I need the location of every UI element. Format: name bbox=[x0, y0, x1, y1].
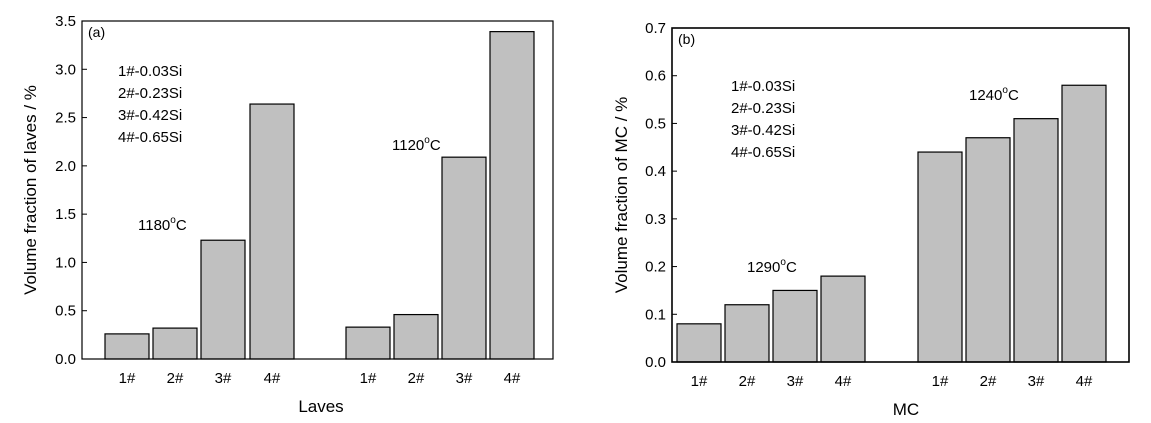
bar-1180-1n bbox=[104, 333, 150, 360]
x-axis-title: Laves bbox=[298, 397, 343, 416]
x-tick-label: 3# bbox=[456, 370, 473, 387]
bar-1120-4n bbox=[489, 31, 535, 360]
bar-1180-3n bbox=[200, 239, 246, 360]
x-tick-label: 4# bbox=[264, 370, 281, 387]
x-axis-title: MC bbox=[893, 400, 919, 419]
y-tick-label: 1.0 bbox=[55, 254, 76, 271]
x-tick-label: 2# bbox=[408, 370, 425, 387]
x-tick-label: 2# bbox=[167, 370, 184, 387]
bar-1290-1n bbox=[676, 323, 722, 363]
y-tick-label: 3.0 bbox=[55, 61, 76, 78]
bar-1240-4n bbox=[1061, 84, 1107, 363]
y-tick-label: 0.1 bbox=[645, 306, 666, 323]
y-tick-label: 2.0 bbox=[55, 158, 76, 175]
bar-1180-4n bbox=[249, 103, 295, 360]
legend-entry: 3#-0.42Si bbox=[731, 122, 795, 139]
chart-panel-b: 1# 2# 3# 4# 1290oC 1# 2# 3# 4# 1240oC 0.0 0.1 0.2 0.3… bbox=[612, 20, 1130, 419]
x-tick-label: 3# bbox=[215, 370, 232, 387]
panel-label: (a) bbox=[88, 24, 105, 40]
legend-entry: 2#-0.23Si bbox=[731, 100, 795, 117]
panel-label: (b) bbox=[678, 31, 695, 47]
temperature-label: 1120oC bbox=[392, 135, 441, 154]
y-tick-label: 1.5 bbox=[55, 206, 76, 223]
x-tick-label: 2# bbox=[980, 373, 997, 390]
bar-1290-3n bbox=[772, 289, 818, 363]
bar-1290-2n bbox=[724, 304, 770, 363]
x-tick-label: 3# bbox=[1028, 373, 1045, 390]
y-tick-label: 0.3 bbox=[645, 211, 666, 228]
bar-1120-2n bbox=[393, 313, 439, 360]
y-tick-label: 0.2 bbox=[645, 259, 666, 276]
bar-1290-4n bbox=[820, 275, 866, 363]
legend-entry: 2#-0.23Si bbox=[118, 85, 182, 102]
y-tick-label: 0.5 bbox=[645, 115, 666, 132]
temperature-label: 1240oC bbox=[969, 85, 1019, 104]
y-tick-label: 0.4 bbox=[645, 163, 666, 180]
y-tick-label: 0.0 bbox=[55, 351, 76, 368]
y-tick-label: 0.7 bbox=[645, 20, 666, 37]
y-tick-label: 0.6 bbox=[645, 68, 666, 85]
legend-entry: 1#-0.03Si bbox=[118, 63, 182, 80]
y-tick-label: 0.0 bbox=[645, 354, 666, 371]
temperature-label: 1180oC bbox=[138, 215, 187, 234]
x-tick-label: 1# bbox=[119, 370, 136, 387]
bar-1240-1n bbox=[917, 151, 963, 363]
y-tick-label: 2.5 bbox=[55, 110, 76, 127]
y-axis-title: Volume fraction of laves / % bbox=[21, 85, 40, 295]
plot-frame bbox=[81, 20, 554, 360]
x-tick-label: 4# bbox=[504, 370, 521, 387]
x-tick-label: 4# bbox=[1076, 373, 1093, 390]
plot-frame bbox=[671, 27, 1130, 363]
bar-1120-1n bbox=[345, 326, 391, 360]
x-tick-label: 1# bbox=[691, 373, 708, 390]
y-axis-title: Volume fraction of MC / % bbox=[612, 97, 631, 294]
temperature-label: 1290oC bbox=[747, 257, 797, 276]
y-tick-label: 3.5 bbox=[55, 13, 76, 30]
x-tick-label: 2# bbox=[739, 373, 756, 390]
legend-entry: 4#-0.65Si bbox=[118, 129, 182, 146]
x-tick-label: 4# bbox=[835, 373, 852, 390]
bar-1180-2n bbox=[152, 327, 198, 360]
x-tick-label: 3# bbox=[787, 373, 804, 390]
bar-1240-3n bbox=[1013, 118, 1059, 363]
legend-entry: 4#-0.65Si bbox=[731, 144, 795, 161]
legend-entry: 1#-0.03Si bbox=[731, 78, 795, 95]
chart-panel-a: 1# 2# 3# 4# 1180oC 1# 2# 3# 4# 1120oC 0.0 0.5 1.0 1.5… bbox=[21, 13, 554, 416]
x-tick-label: 1# bbox=[932, 373, 949, 390]
legend-entry: 3#-0.42Si bbox=[118, 107, 182, 124]
bar-1240-2n bbox=[965, 137, 1011, 363]
bar-1120-3n bbox=[441, 156, 487, 360]
y-tick-label: 0.5 bbox=[55, 303, 76, 320]
x-tick-label: 1# bbox=[360, 370, 377, 387]
